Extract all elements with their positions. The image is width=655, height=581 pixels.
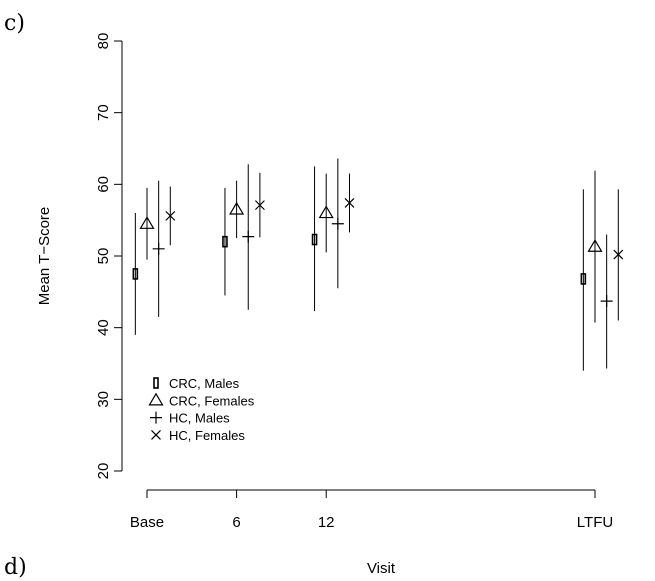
x-tick-label: 12 (318, 514, 335, 531)
x-axis: Base 6 12 LTFU (130, 489, 613, 531)
legend-label: CRC, Females (169, 393, 255, 408)
legend-marker-cross (151, 429, 161, 440)
y-tick-label: 20 (95, 463, 112, 480)
y-tick-label: 30 (95, 391, 112, 408)
series-crc-females (139, 170, 603, 323)
panel-label-c: c) (4, 11, 25, 36)
data-point-rect (132, 268, 139, 280)
legend-marker-triangle (148, 392, 164, 406)
legend-marker-rect (153, 377, 159, 389)
data-point-rect (311, 233, 318, 246)
legend-marker-plus (150, 411, 162, 424)
x-tick-label: LTFU (577, 514, 613, 531)
data-point-rect (580, 273, 587, 285)
series-crc-males (132, 166, 587, 371)
x-tick-label: Base (130, 514, 164, 531)
y-ticks: 20 30 40 50 60 70 80 (95, 33, 122, 480)
data-point-triangle (139, 216, 155, 229)
data-point-plus (242, 230, 255, 243)
data-point-plus (152, 242, 165, 255)
legend-label: HC, Males (169, 411, 230, 426)
x-axis-title: Visit (367, 560, 396, 577)
series-hc-males (152, 158, 613, 369)
legend: CRC, Males CRC, Females HC, Males HC, Femal… (148, 376, 255, 443)
data-point-cross (254, 200, 265, 211)
data-point-triangle (587, 238, 603, 252)
data-point-plus (331, 217, 344, 230)
legend-label: CRC, Males (169, 376, 240, 391)
panel-label-d: d) (4, 555, 27, 580)
y-tick-label: 50 (95, 248, 112, 265)
data-point-triangle (229, 201, 245, 215)
y-axis-title: Mean T−Score (36, 207, 53, 306)
y-tick-label: 80 (95, 33, 112, 50)
y-tick-label: 60 (95, 176, 112, 193)
x-tick-label: 6 (232, 514, 240, 531)
data-point-rect (222, 235, 228, 248)
series-layer (132, 158, 624, 371)
x-ticks: Base 6 12 LTFU (130, 490, 613, 531)
y-tick-label: 70 (95, 104, 112, 121)
data-point-cross (344, 198, 355, 208)
data-point-plus (600, 295, 613, 308)
y-axis: 20 30 40 50 60 70 80 (95, 33, 123, 480)
data-point-triangle (318, 205, 334, 219)
data-point-cross (613, 249, 624, 260)
data-point-cross (165, 210, 176, 221)
y-tick-label: 40 (95, 319, 112, 336)
legend-label: HC, Females (169, 428, 245, 443)
series-hc-females (165, 172, 624, 321)
